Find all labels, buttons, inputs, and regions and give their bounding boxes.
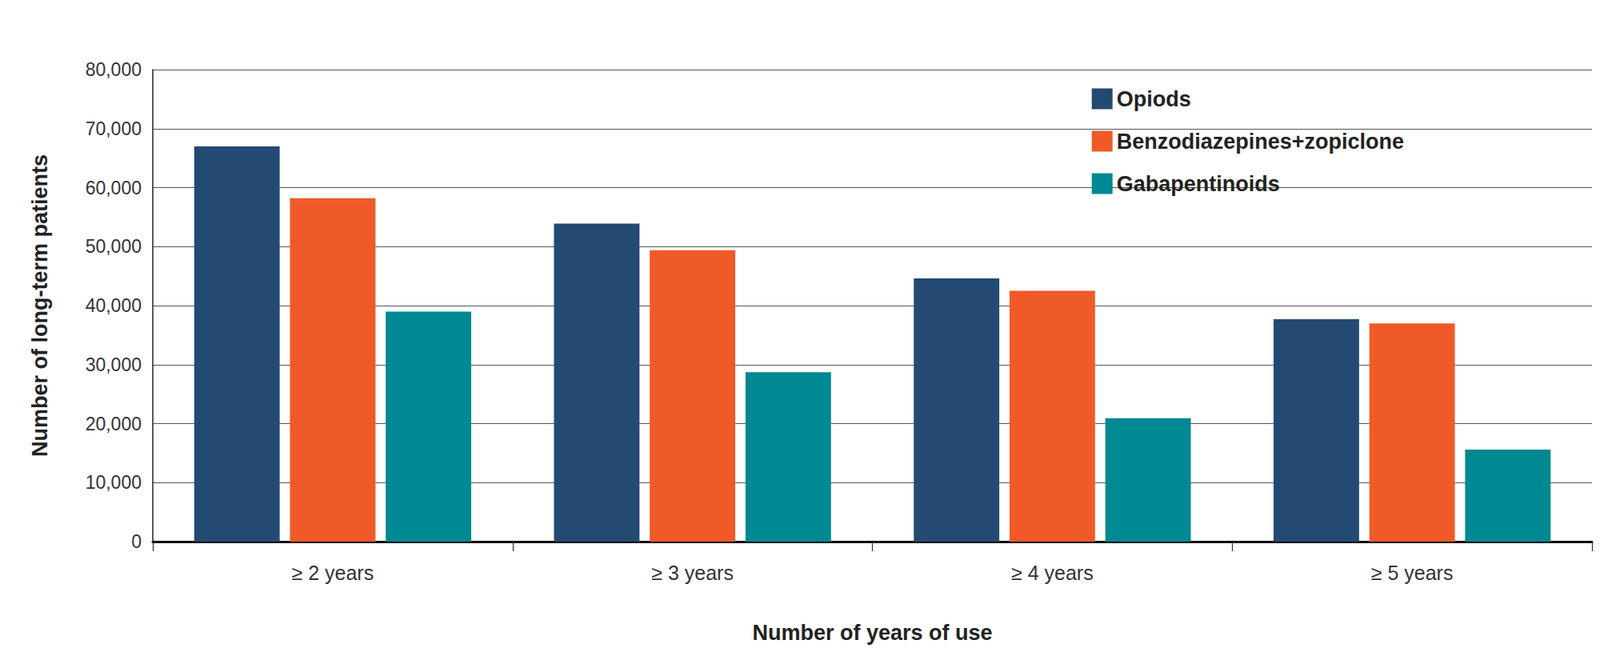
svg-text:20,000: 20,000 xyxy=(85,413,142,435)
svg-text:70,000: 70,000 xyxy=(85,118,142,140)
svg-text:Gabapentinoids: Gabapentinoids xyxy=(1116,172,1280,196)
svg-text:Opiods: Opiods xyxy=(1116,87,1192,112)
svg-text:0: 0 xyxy=(131,531,142,552)
svg-text:≥ 4 years: ≥ 4 years xyxy=(1011,561,1094,584)
svg-text:50,000: 50,000 xyxy=(85,236,142,257)
svg-text:≥ 3 years: ≥ 3 years xyxy=(651,561,734,584)
svg-text:80,000: 80,000 xyxy=(85,59,142,80)
svg-text:10,000: 10,000 xyxy=(85,472,142,493)
svg-text:30,000: 30,000 xyxy=(85,354,142,376)
svg-text:Number of years of use: Number of years of use xyxy=(752,620,992,645)
svg-text:Number of long-term patients: Number of long-term patients xyxy=(28,154,52,457)
svg-text:≥ 5 years: ≥ 5 years xyxy=(1371,561,1454,584)
svg-text:40,000: 40,000 xyxy=(85,295,142,316)
svg-text:Benzodiazepines+zopiclone: Benzodiazepines+zopiclone xyxy=(1116,129,1404,154)
svg-text:≥ 2 years: ≥ 2 years xyxy=(292,561,375,584)
svg-text:60,000: 60,000 xyxy=(85,177,142,199)
